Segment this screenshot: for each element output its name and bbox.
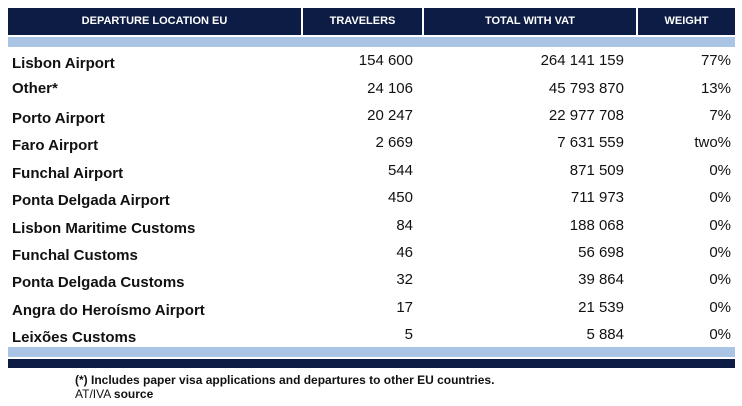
band bbox=[8, 347, 735, 357]
cell: 32 bbox=[396, 271, 413, 288]
cell: 13% bbox=[700, 80, 731, 97]
row-label: Funchal Customs bbox=[12, 247, 138, 264]
row-label: Porto Airport bbox=[12, 110, 105, 127]
cell: 17 bbox=[396, 299, 413, 316]
cell: 5 bbox=[404, 326, 413, 343]
row-label: Lisbon Maritime Customs bbox=[12, 220, 196, 237]
row-label: Ponta Delgada Airport bbox=[12, 192, 170, 209]
cell: 544 bbox=[387, 162, 413, 179]
row-label: Ponta Delgada Customs bbox=[12, 274, 185, 291]
cell: 21 539 bbox=[578, 299, 624, 316]
cell: 0% bbox=[709, 162, 731, 179]
cell: 188 068 bbox=[569, 217, 624, 234]
cell: 22 977 708 bbox=[548, 107, 624, 124]
source-bold: source bbox=[113, 387, 154, 401]
cell: 77% bbox=[700, 52, 731, 69]
band bbox=[8, 37, 735, 47]
cell: 24 106 bbox=[367, 80, 413, 97]
cell: 20 247 bbox=[367, 107, 413, 124]
cell: 264 141 159 bbox=[540, 52, 624, 69]
cell: 450 bbox=[387, 189, 413, 206]
cell: 0% bbox=[709, 326, 731, 343]
cell: 56 698 bbox=[578, 244, 624, 261]
header-cell: TRAVELERS bbox=[303, 8, 422, 35]
cell: two% bbox=[694, 134, 731, 151]
footnote: (*) Includes paper visa applications and… bbox=[75, 373, 495, 387]
row-label: Angra do Heroísmo Airport bbox=[12, 302, 205, 319]
cell: 0% bbox=[709, 299, 731, 316]
cell: 39 864 bbox=[578, 271, 624, 288]
cell: 871 509 bbox=[569, 162, 624, 179]
cell: 154 600 bbox=[358, 52, 413, 69]
cell: 45 793 870 bbox=[548, 80, 624, 97]
cell: 0% bbox=[709, 244, 731, 261]
header-cell: TOTAL WITH VAT bbox=[424, 8, 636, 35]
row-label: Other* bbox=[12, 80, 58, 97]
cell: 2 669 bbox=[375, 134, 413, 151]
row-label: Funchal Airport bbox=[12, 165, 124, 182]
band bbox=[8, 359, 735, 368]
row-label: Faro Airport bbox=[12, 137, 99, 154]
cell: 0% bbox=[709, 189, 731, 206]
row-label: Lisbon Airport bbox=[12, 55, 115, 72]
source: AT/IVA source bbox=[75, 387, 153, 401]
cell: 46 bbox=[396, 244, 413, 261]
cell: 7% bbox=[709, 107, 731, 124]
cell: 84 bbox=[396, 217, 413, 234]
cell: 0% bbox=[709, 271, 731, 288]
cell: 5 884 bbox=[586, 326, 624, 343]
row-label: Leixões Customs bbox=[12, 329, 137, 346]
cell: 7 631 559 bbox=[557, 134, 624, 151]
cell: 0% bbox=[709, 217, 731, 234]
cell: 711 973 bbox=[570, 189, 624, 206]
header-cell: DEPARTURE LOCATION EU bbox=[8, 8, 301, 35]
header-cell: WEIGHT bbox=[638, 8, 735, 35]
source-prefix: AT/IVA bbox=[75, 387, 111, 401]
